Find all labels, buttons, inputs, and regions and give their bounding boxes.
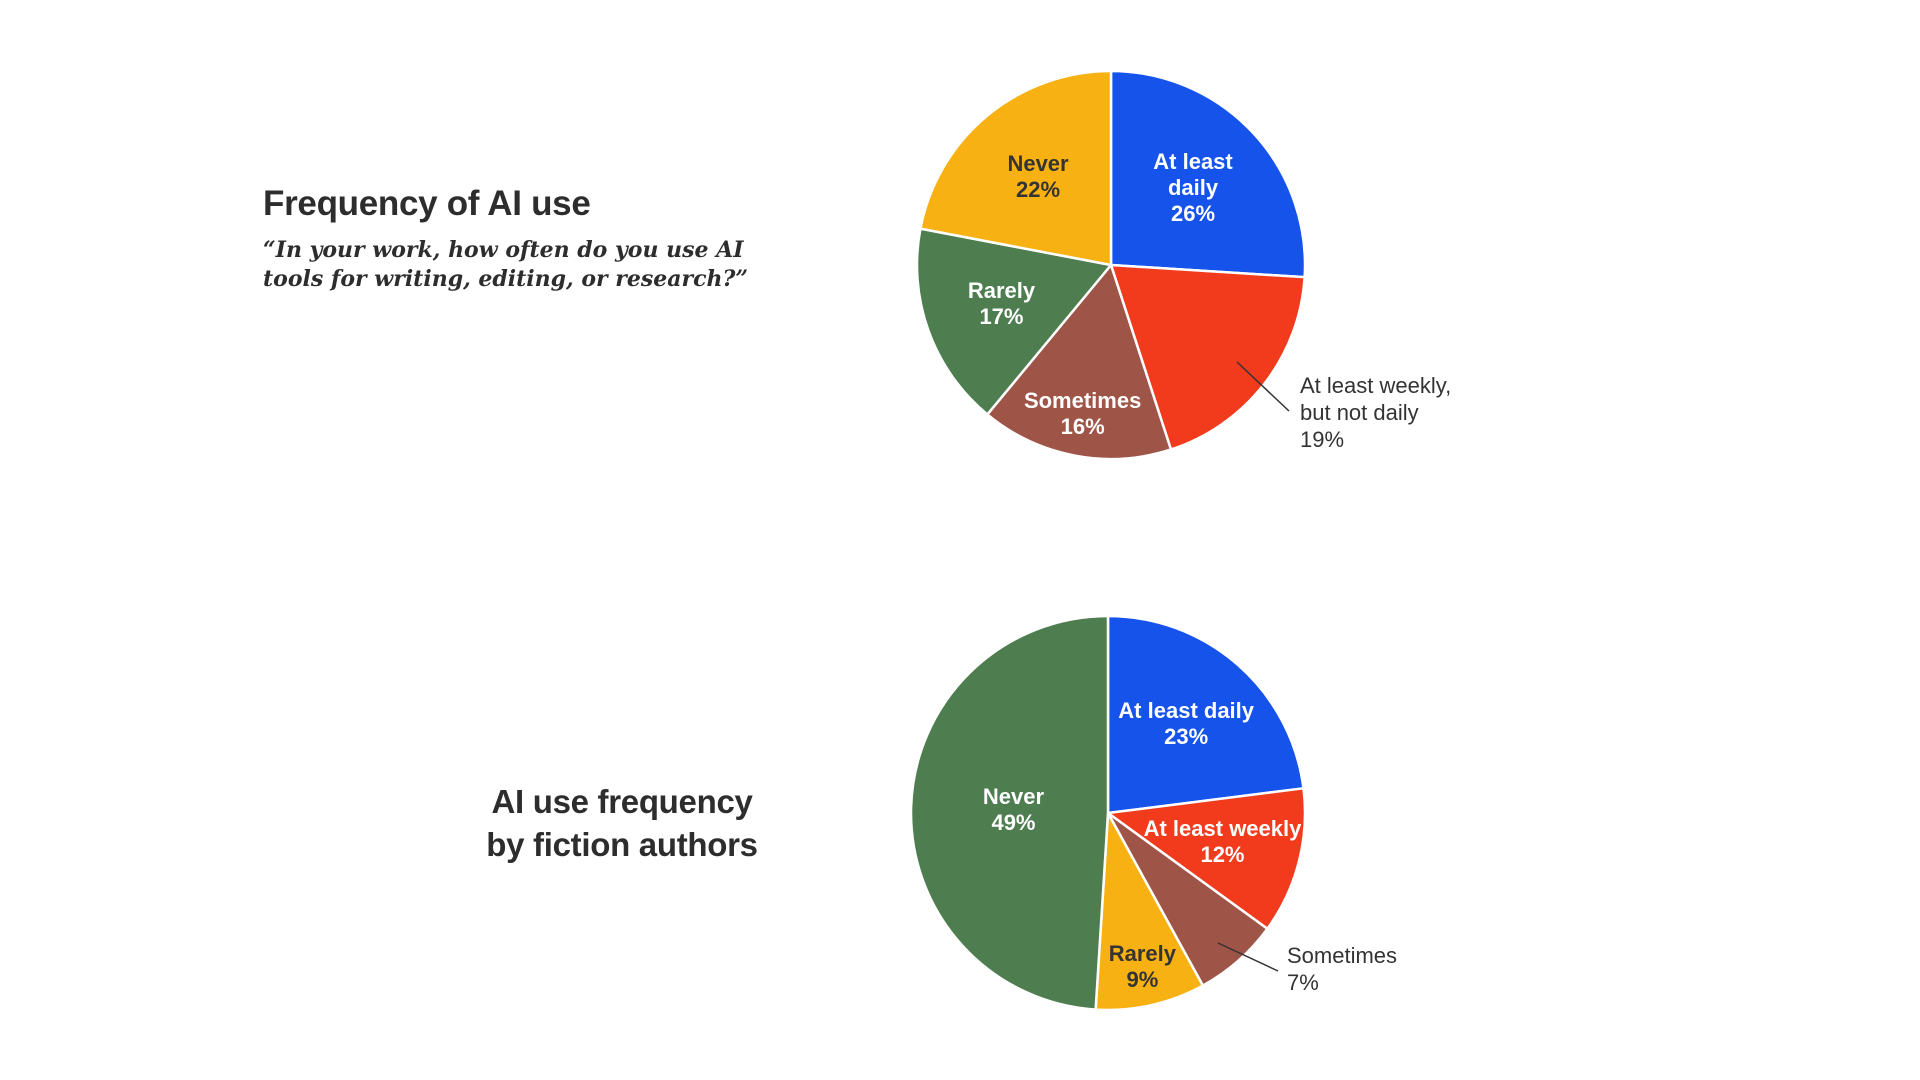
subtitle-line-1: “In your work, how often do you use AI xyxy=(263,237,744,263)
pie-label-line: 17% xyxy=(979,304,1024,330)
pie-label-line: Never xyxy=(1007,150,1069,176)
callout-line-sometimes xyxy=(1217,942,1279,972)
pie-slice-never xyxy=(919,69,1113,267)
pie-slice-rarely xyxy=(915,227,1113,416)
pie-label-line: At least weekly xyxy=(1143,816,1302,842)
pie-label-line: Sometimes xyxy=(1287,943,1398,968)
pie-label-line: Rarely xyxy=(967,278,1036,304)
pie-label-line: 26% xyxy=(1170,200,1216,226)
pie-slice-at-least-weekly-but-not-daily xyxy=(1109,263,1306,451)
pie-label-line: 12% xyxy=(1200,842,1245,868)
subtitle-line-2: tools for writing, editing, or research?… xyxy=(263,266,749,292)
pie-label-line: At least weekly, xyxy=(1300,373,1452,398)
pie-label-sometimes: Sometimes 7% xyxy=(1287,942,1397,996)
pie-slice-never xyxy=(909,614,1110,1011)
pie-chart-frequency-of-ai-use: At least daily 26% At least weekly, but not … xyxy=(901,55,1451,475)
pie-label-never: Never 22% xyxy=(1007,151,1068,203)
pie-label-line: Never xyxy=(982,784,1045,810)
pie-label-sometimes: Sometimes 16% xyxy=(1024,388,1141,440)
pie-label-line: 23% xyxy=(1164,724,1209,750)
pie-chart-fiction-authors: At least daily 23% At least weekly 12% Somet… xyxy=(898,603,1397,1023)
pie-label-rarely: Rarely 9% xyxy=(1109,941,1176,993)
pie-label-line: 7% xyxy=(1287,970,1319,995)
pie-label-line: At least xyxy=(1153,148,1233,174)
title-line-2: by fiction authors xyxy=(486,826,758,863)
pie-slice-at-least-daily xyxy=(1106,614,1305,815)
pie-label-line: 19% xyxy=(1300,427,1345,452)
pie-label-line: 16% xyxy=(1060,413,1105,439)
pie-label-never: Never 49% xyxy=(983,784,1044,836)
pie-slice-rarely xyxy=(1094,811,1205,1012)
title-line-1: AI use frequency xyxy=(491,783,753,820)
chart-title-frequency-of-ai-use: Frequency of AI use xyxy=(263,184,591,223)
pie-label-rarely: Rarely 17% xyxy=(968,278,1035,330)
pie-svg xyxy=(909,614,1307,1012)
pie-slice-at-least-weekly xyxy=(1106,787,1307,931)
pie-svg xyxy=(915,69,1307,461)
pie-label-at-least-daily: At least daily 26% xyxy=(1153,149,1232,227)
pie-label-at-least-weekly: At least weekly 12% xyxy=(1144,816,1302,868)
pie-label-line: 9% xyxy=(1126,966,1159,992)
pie-slice-sometimes xyxy=(986,263,1173,461)
pie-label-line: 49% xyxy=(991,810,1036,836)
chart-title-fiction-authors: AI use frequency by fiction authors xyxy=(422,780,822,866)
pie-label-line: but not daily xyxy=(1300,400,1419,425)
pie-label-line: At least daily xyxy=(1118,698,1255,724)
pie-label-line: daily xyxy=(1167,174,1219,200)
pie-label-line: 22% xyxy=(1016,176,1061,202)
pie-label-line: Rarely xyxy=(1108,940,1177,966)
callout-line-at-least-weekly-but-not-daily xyxy=(1236,361,1290,412)
chart-subtitle-survey-question: “In your work, how often do you use AI t… xyxy=(263,236,748,294)
pie-label-at-least-daily: At least daily 23% xyxy=(1118,698,1254,750)
pie-label-at-least-weekly-but-not-daily: At least weekly, but not daily 19% xyxy=(1300,372,1451,453)
pie-slice-at-least-daily xyxy=(1109,69,1307,279)
pie-label-line: Sometimes xyxy=(1023,387,1142,413)
